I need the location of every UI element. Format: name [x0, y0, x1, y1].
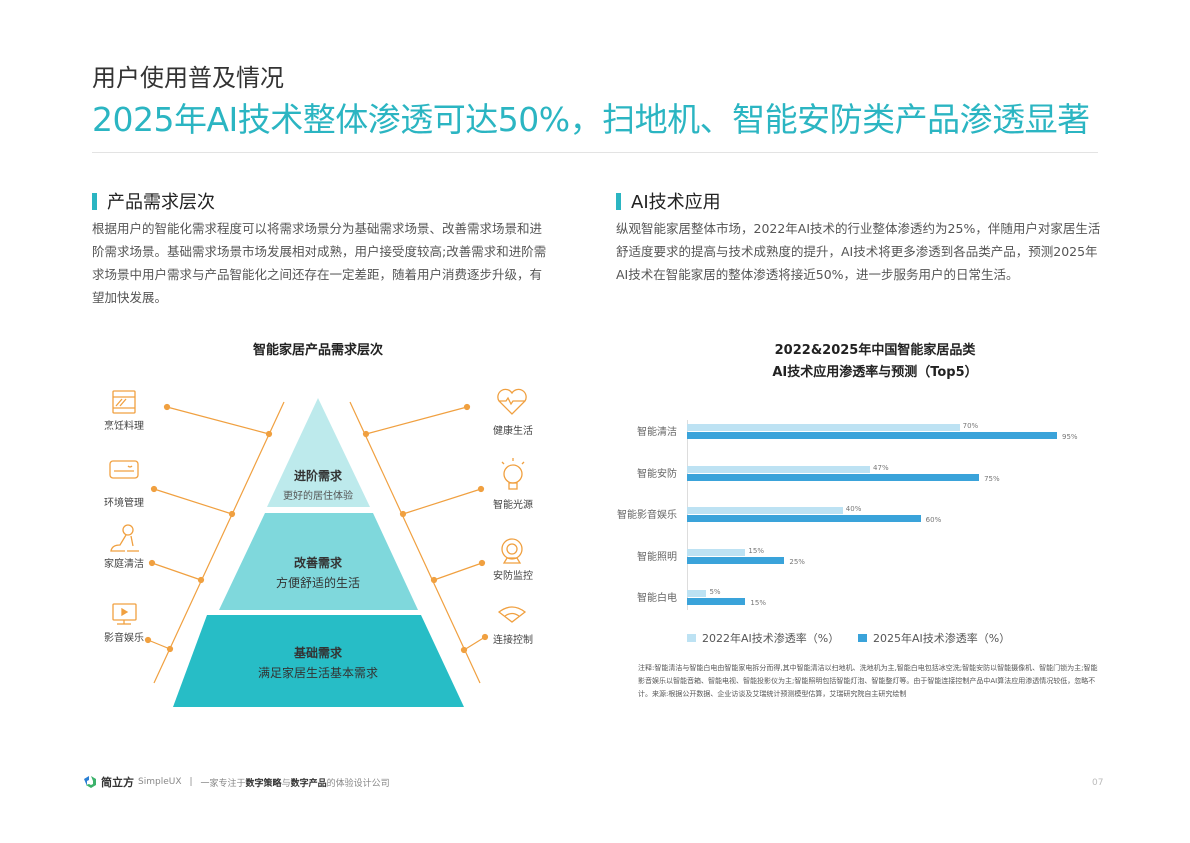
bar — [687, 473, 980, 481]
connector — [153, 488, 233, 515]
value-label: 25% — [789, 557, 805, 566]
label-cleaning: 家庭清洁 — [104, 559, 144, 570]
slogan: 与 — [281, 778, 291, 789]
label-connectivity: 连接控制 — [493, 635, 533, 646]
slogan: 的体验设计公司 — [326, 778, 390, 789]
page-subtitle: 用户使用普及情况 — [92, 64, 284, 92]
value-label: 75% — [984, 474, 1000, 483]
category-label: 智能影音娱乐 — [617, 510, 677, 521]
bar — [687, 515, 921, 522]
legend-swatch — [858, 634, 867, 642]
level-title: 进阶需求 — [293, 469, 342, 483]
category-label: 智能清洁 — [637, 427, 677, 438]
chart-title-line: AI技术应用渗透率与预测（Top5） — [772, 365, 978, 380]
connector — [463, 636, 486, 651]
air-conditioner-icon — [109, 460, 139, 479]
bar — [687, 590, 707, 597]
ai-paragraph: 纵观智能家居整体市场，2022年AI技术的行业整体渗透约为25%，伴随用户对家居… — [616, 221, 1101, 282]
category-label: 智能安防 — [637, 468, 677, 480]
label-environment: 环境管理 — [104, 498, 144, 509]
divider — [92, 152, 1098, 153]
value-label: 95% — [1062, 433, 1078, 441]
chart-note: 注释:智能清洁与智能白电由智能家电拆分而得,其中智能清洁以扫地机、洗地机为主,智… — [638, 664, 1098, 698]
heading-bar — [616, 192, 621, 210]
left-connector-line — [153, 401, 285, 684]
label-health: 健康生活 — [493, 426, 533, 437]
demand-paragraph: 根据用户的智能化需求程度可以将需求场景分为基础需求场景、改善需求场景和进阶需求场… — [92, 221, 547, 305]
legend-label: 2025年AI技术渗透率（%） — [873, 632, 1011, 645]
pyramid-bottom-text: 基础需求满足家居生活基本需求 — [218, 644, 418, 681]
tv-play-icon — [112, 603, 137, 625]
pyramid-top-text: 进阶需求更好的居住体验 — [218, 467, 418, 502]
heart-pulse-icon — [497, 388, 527, 415]
legend-label: 2022年AI技术渗透率（%） — [702, 632, 840, 645]
label-entertainment: 影音娱乐 — [104, 633, 144, 644]
label-security: 安防监控 — [493, 571, 533, 582]
camera-icon — [501, 538, 523, 564]
section-heading-demand: 产品需求层次 — [92, 188, 215, 214]
category-label: 智能照明 — [637, 551, 677, 563]
heading-text: 产品需求层次 — [107, 192, 215, 213]
bar — [687, 548, 746, 556]
connector — [365, 406, 468, 435]
value-label: 60% — [925, 516, 942, 524]
separator: | — [189, 777, 193, 787]
category-label: 智能白电 — [637, 593, 677, 604]
heading-bar — [92, 192, 97, 210]
value-label: 70% — [962, 422, 979, 430]
page-title: 2025年AI技术整体渗透可达50%，扫地机、智能安防类产品渗透显著 — [92, 100, 1090, 139]
level-desc: 更好的居住体验 — [283, 491, 353, 502]
pyramid-diagram — [109, 388, 527, 707]
level-desc: 满足家居生活基本需求 — [257, 666, 378, 680]
bar — [687, 465, 871, 473]
brand-name: 简立方 — [101, 776, 134, 789]
oven-icon — [112, 390, 136, 414]
level-desc: 方便舒适的生活 — [275, 576, 360, 590]
pyramid-title: 智能家居产品需求层次 — [252, 343, 383, 358]
chart-title: 2022&2025年中国智能家居品类 AI技术应用渗透率与预测（Top5） — [700, 340, 1050, 384]
label-cooking: 烹饪料理 — [104, 421, 144, 432]
bar — [687, 598, 746, 605]
bar — [687, 432, 1057, 439]
bar — [687, 507, 843, 514]
light-bulb-icon — [501, 458, 525, 490]
legend-swatch — [687, 634, 696, 642]
connector — [402, 488, 482, 515]
value-label: 47% — [873, 463, 889, 472]
bar — [687, 424, 960, 431]
section-heading-ai: AI技术应用 — [616, 188, 721, 214]
y-axis-line — [687, 420, 688, 610]
value-label: 15% — [748, 546, 764, 555]
brand-name-en: SimpleUX — [138, 777, 182, 787]
page-number: 07 — [1092, 778, 1104, 788]
footer: 简立方 SimpleUX | 一家专注于 数字策略与数字产品 的体验设计公司 — [82, 774, 390, 790]
pyramid-bottom — [173, 615, 464, 707]
connector — [166, 406, 270, 435]
bar — [687, 556, 785, 564]
pyramid-middle — [219, 513, 418, 610]
pyramid-top — [267, 398, 370, 507]
vacuum-icon — [110, 524, 139, 552]
heading-text: AI技术应用 — [631, 192, 721, 213]
value-label: 5% — [709, 588, 721, 596]
connector — [151, 562, 202, 581]
connector — [433, 562, 483, 581]
brand-logo-icon — [84, 776, 96, 788]
slogan-bold: 数字产品 — [290, 778, 327, 789]
chart-title-line: 2022&2025年中国智能家居品类 — [774, 343, 976, 358]
value-label: 40% — [845, 505, 862, 513]
slogan: 一家专注于 — [200, 778, 246, 789]
slogan-bold: 数字策略 — [245, 778, 282, 789]
level-title: 基础需求 — [293, 646, 342, 660]
connector — [147, 639, 171, 650]
wifi-icon — [497, 606, 527, 623]
legend-2022: 2022年AI技术渗透率（%） — [687, 630, 839, 646]
value-label: 15% — [750, 599, 766, 607]
label-lighting: 智能光源 — [493, 500, 533, 511]
pyramid-middle-text: 改善需求方便舒适的生活 — [218, 554, 418, 591]
legend-2025: 2025年AI技术渗透率（%） — [858, 630, 1010, 646]
level-title: 改善需求 — [293, 556, 342, 570]
right-connector-line — [349, 401, 481, 684]
